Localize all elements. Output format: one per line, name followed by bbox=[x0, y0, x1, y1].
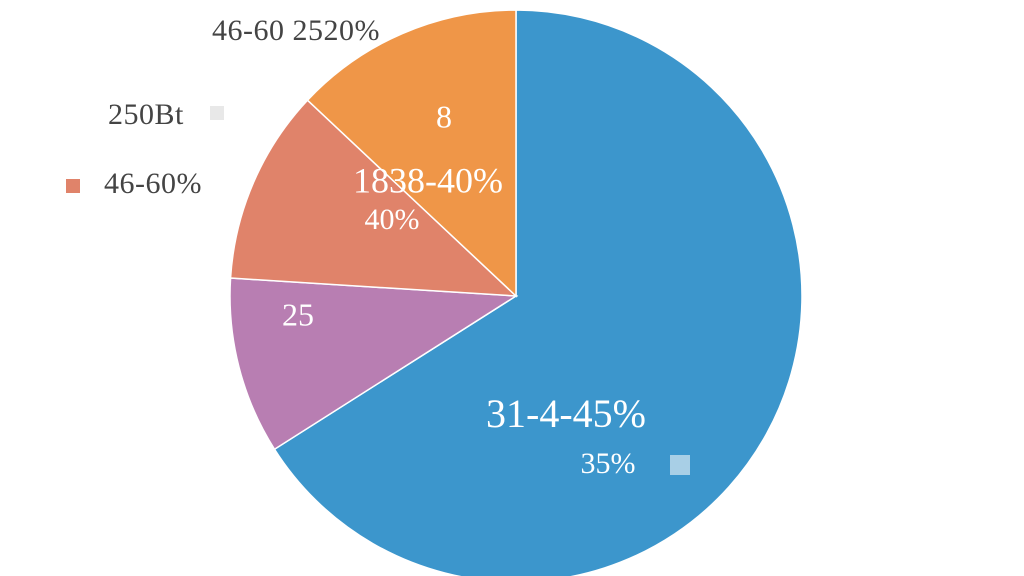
pie-slice bbox=[229, 277, 519, 451]
pie-slice bbox=[273, 9, 803, 576]
legend-entry-text: 46-60% bbox=[104, 167, 202, 200]
legend-swatch bbox=[210, 106, 224, 120]
pie-slice bbox=[306, 9, 517, 298]
pie-slice-percent-label: 40% bbox=[365, 203, 420, 236]
pie-slice-label: 8 bbox=[436, 98, 452, 134]
pie-slice bbox=[229, 99, 519, 297]
legend-entry-text: 250Bt bbox=[108, 98, 184, 131]
pie-slice-percent-label: 35% bbox=[581, 447, 636, 480]
pie-slice-label: 25 bbox=[282, 296, 314, 332]
pie-slice-label: 1838-40% bbox=[353, 160, 503, 200]
legend-marker-square bbox=[670, 455, 690, 475]
legend-entry-text: 46-60 2520% bbox=[212, 14, 380, 47]
pie-slice-label: 31-4-45% bbox=[486, 391, 646, 436]
legend-swatch bbox=[66, 179, 80, 193]
